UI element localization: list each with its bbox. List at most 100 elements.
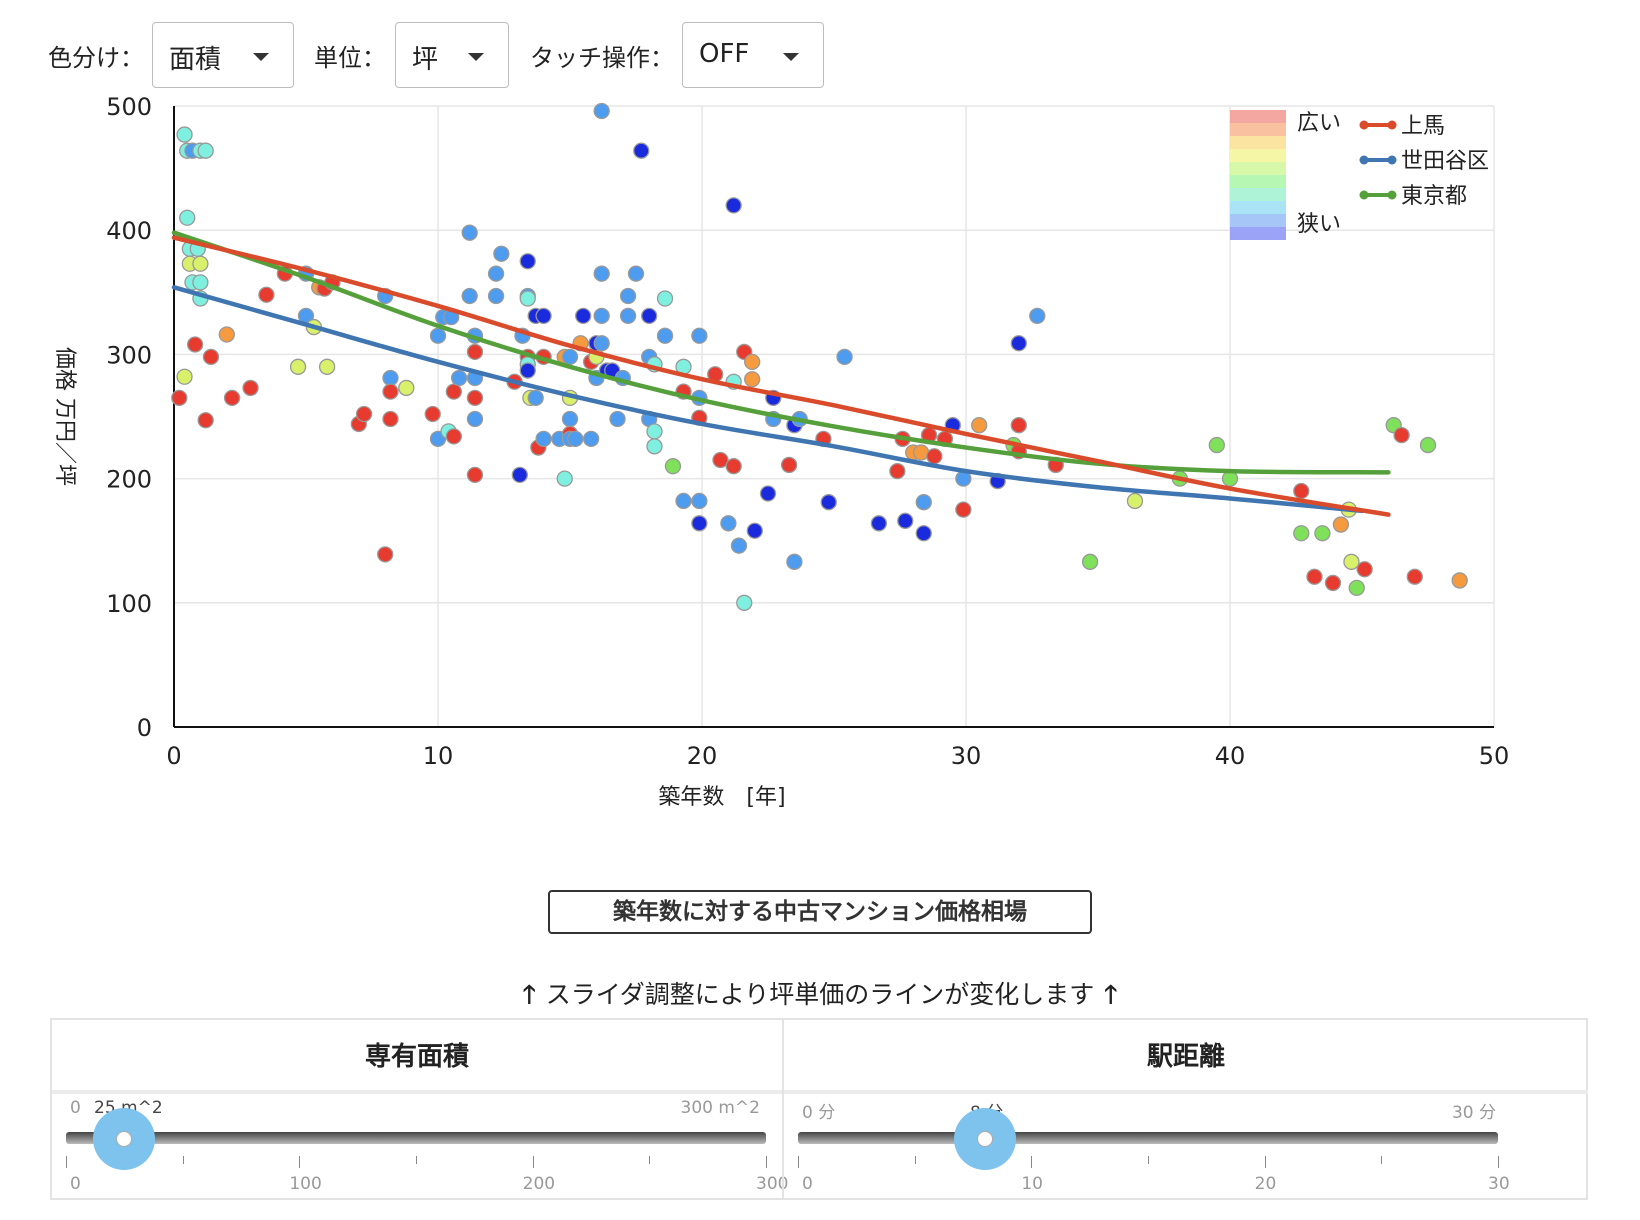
chevron-down-icon — [468, 53, 484, 61]
data-point — [691, 515, 708, 532]
data-point — [355, 405, 373, 423]
legend-marker — [1359, 190, 1369, 200]
data-point — [466, 466, 484, 484]
data-point — [712, 451, 729, 469]
x-tick-label: 40 — [1215, 742, 1246, 770]
data-point — [609, 410, 626, 428]
arrow-up-icon: 🡑 — [522, 980, 536, 1009]
data-point — [1306, 568, 1323, 585]
slider-tick — [532, 1156, 534, 1168]
slider-tick-label: 0 — [802, 1174, 813, 1194]
legend-label: 東京都 — [1401, 184, 1467, 209]
slider-tick — [1498, 1156, 1499, 1168]
y-tick-label: 500 — [106, 95, 152, 121]
data-point — [780, 456, 798, 474]
size-legend-swatch — [1230, 201, 1286, 214]
data-point — [289, 358, 307, 375]
size-legend-swatch — [1230, 110, 1286, 123]
chart-title-button[interactable]: 築年数に対する中古マンション価格相場 — [548, 890, 1092, 934]
legend-label: 世田谷区 — [1401, 149, 1489, 174]
slider-tick-label: 300 — [756, 1174, 789, 1194]
slider-tick-label: 200 — [522, 1174, 556, 1194]
area-slider-track[interactable] — [66, 1132, 766, 1144]
size-legend-swatch — [1230, 162, 1286, 175]
data-point — [730, 537, 748, 554]
data-point — [915, 525, 932, 542]
data-point — [720, 515, 737, 532]
slider-tick — [416, 1156, 417, 1164]
data-point — [619, 307, 637, 325]
data-point — [218, 326, 235, 343]
x-tick-label: 50 — [1479, 742, 1510, 770]
data-point — [725, 197, 742, 214]
slider-tick-label: 20 — [1254, 1174, 1277, 1194]
unit-select[interactable]: 坪 — [395, 22, 509, 88]
y-tick-label: 200 — [106, 466, 152, 494]
data-point — [744, 371, 761, 388]
slider-tick-label: 100 — [289, 1174, 322, 1194]
data-point — [382, 410, 399, 428]
size-legend-swatch — [1230, 227, 1286, 240]
data-point — [1081, 553, 1099, 570]
area-slider-title: 専有面積 — [52, 1020, 782, 1094]
station-slider-handle[interactable] — [953, 1108, 1016, 1170]
data-point — [870, 515, 888, 532]
data-point — [641, 307, 658, 325]
data-point — [197, 412, 214, 429]
slider-tick — [1381, 1156, 1383, 1164]
color-select[interactable]: 面積 — [152, 22, 294, 88]
data-point — [1293, 482, 1310, 500]
data-point — [1010, 335, 1027, 352]
data-point — [382, 369, 399, 387]
data-point — [656, 327, 674, 344]
slider-tick — [1148, 1156, 1149, 1164]
data-point — [192, 274, 209, 291]
data-point — [535, 430, 552, 448]
data-point — [258, 286, 275, 303]
size-legend-swatch — [1230, 149, 1286, 162]
handle-dot — [976, 1131, 993, 1147]
data-point — [487, 287, 505, 305]
data-point — [223, 389, 241, 407]
data-point — [915, 494, 932, 511]
slider-tick — [182, 1156, 184, 1164]
legend-marker — [1387, 155, 1397, 165]
data-point — [186, 336, 204, 353]
data-point — [318, 358, 336, 375]
data-point — [627, 265, 645, 282]
x-tick-label: 10 — [423, 742, 454, 770]
touch-label: タッチ操作： — [530, 44, 674, 72]
slider-tick-label: 10 — [1021, 1174, 1043, 1194]
data-point — [1332, 516, 1350, 533]
touch-select-value: OFF — [699, 39, 750, 69]
data-point — [461, 224, 478, 241]
data-point — [786, 553, 803, 570]
data-point — [1356, 561, 1373, 578]
data-point — [519, 253, 536, 270]
legend-label: 上馬 — [1401, 114, 1445, 139]
data-point — [1324, 574, 1342, 592]
size-legend-swatch — [1230, 175, 1286, 188]
data-point — [889, 462, 906, 480]
data-point — [556, 470, 573, 487]
touch-select[interactable]: OFF — [682, 22, 824, 88]
station-slider-track[interactable] — [798, 1132, 1498, 1144]
data-point — [1348, 579, 1365, 597]
data-point — [176, 126, 193, 143]
size-legend-swatch — [1230, 136, 1286, 149]
data-point — [429, 327, 447, 344]
data-point — [1010, 417, 1027, 434]
data-point — [179, 209, 196, 226]
slider-hint: 🡑 スライダ調整により坪単価のラインが変化します 🡑 — [0, 975, 1640, 1019]
slider-tick — [766, 1156, 767, 1168]
data-point — [725, 458, 742, 475]
data-point — [691, 492, 708, 510]
unit-label: 単位： — [314, 44, 386, 72]
data-point — [897, 512, 914, 529]
data-point — [926, 448, 943, 465]
data-point — [633, 142, 650, 159]
controls-bar: 色分け： 面積 単位： 坪 タッチ操作： OFF — [0, 0, 1640, 100]
data-point — [1419, 436, 1437, 454]
area-slider-handle[interactable] — [93, 1108, 156, 1170]
data-point — [242, 379, 259, 397]
